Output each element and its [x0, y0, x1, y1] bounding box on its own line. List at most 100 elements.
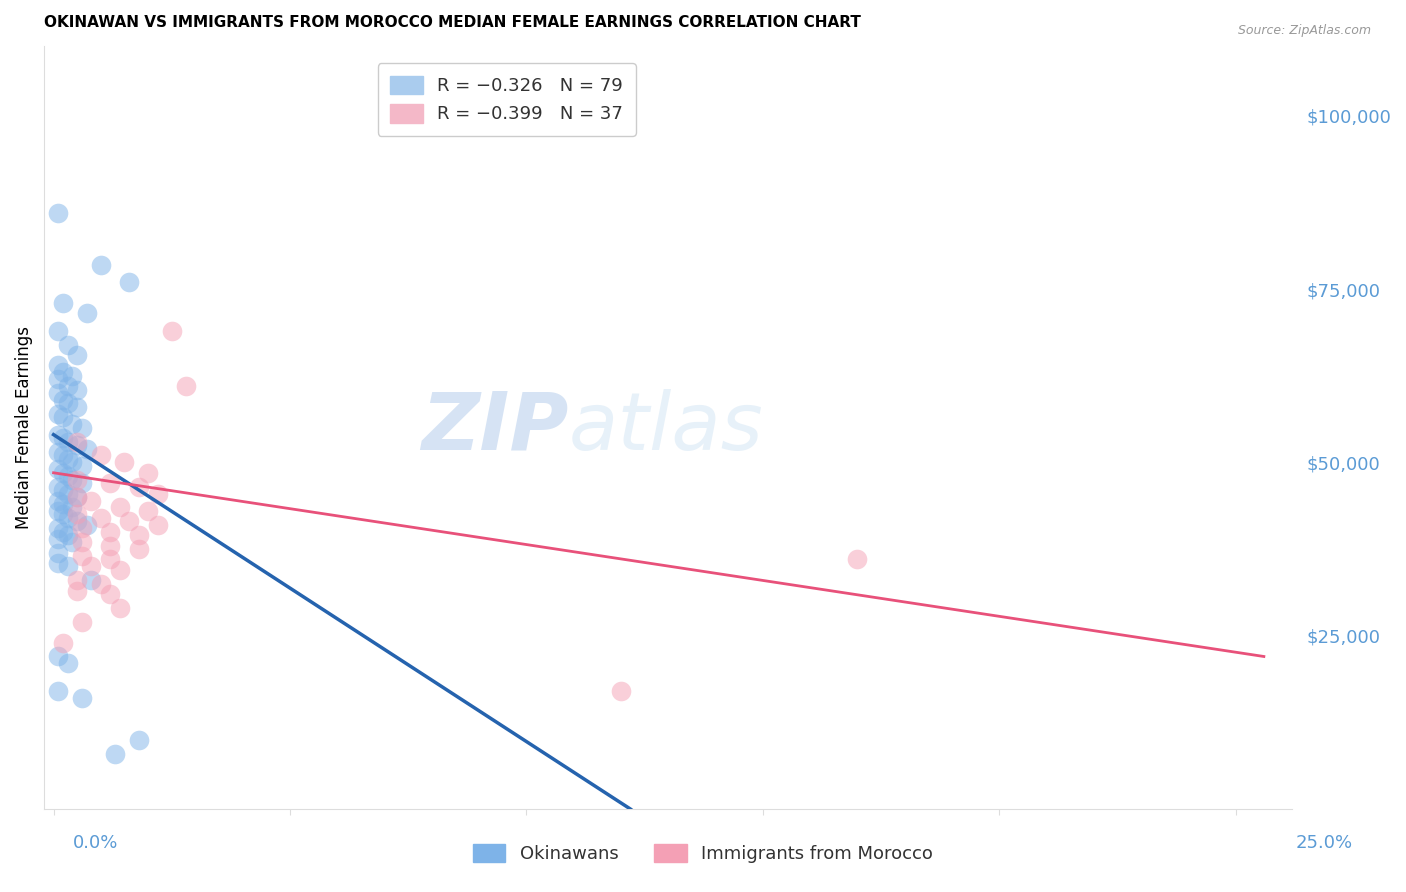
Point [114, 455, 136, 469]
Point [66, 490, 89, 504]
Point [90, 258, 112, 272]
Point [46, 372, 69, 386]
Point [56, 379, 79, 393]
Point [118, 514, 141, 528]
Point [128, 732, 150, 747]
Point [90, 449, 112, 463]
Point [66, 473, 89, 487]
Point [56, 337, 79, 351]
Point [128, 542, 150, 557]
Point [108, 601, 131, 615]
Point [108, 563, 131, 577]
Point [46, 386, 69, 401]
Point [136, 504, 159, 518]
Text: ZIP: ZIP [420, 389, 568, 467]
Point [62, 417, 84, 432]
Point [46, 427, 69, 442]
Point [66, 438, 89, 452]
Text: atlas: atlas [568, 389, 763, 467]
Point [56, 451, 79, 466]
Point [66, 508, 89, 522]
Point [46, 462, 69, 476]
Point [52, 410, 75, 425]
Point [56, 469, 79, 483]
Point [66, 348, 89, 362]
Point [610, 684, 633, 698]
Point [146, 517, 169, 532]
Point [46, 556, 69, 570]
Point [70, 521, 93, 535]
Point [52, 508, 75, 522]
Point [128, 480, 150, 494]
Point [118, 275, 141, 289]
Point [62, 473, 84, 487]
Point [52, 524, 75, 539]
Point [66, 583, 89, 598]
Point [46, 493, 69, 508]
Point [108, 500, 131, 515]
Point [98, 552, 121, 566]
Point [98, 539, 121, 553]
Point [56, 511, 79, 525]
Point [70, 421, 93, 435]
Point [56, 559, 79, 574]
Point [46, 649, 69, 664]
Point [52, 431, 75, 445]
Point [90, 511, 112, 525]
Legend: R = −0.326   N = 79, R = −0.399   N = 37: R = −0.326 N = 79, R = −0.399 N = 37 [378, 63, 636, 136]
Text: 0.0%: 0.0% [73, 834, 118, 852]
Point [62, 455, 84, 469]
Point [76, 306, 98, 320]
Point [46, 532, 69, 546]
Point [70, 535, 93, 549]
Point [70, 549, 93, 563]
Point [66, 434, 89, 449]
Point [62, 500, 84, 515]
Point [66, 514, 89, 528]
Point [174, 379, 197, 393]
Point [160, 324, 183, 338]
Point [56, 396, 79, 410]
Point [70, 691, 93, 706]
Point [66, 573, 89, 587]
Point [98, 476, 121, 491]
Point [46, 684, 69, 698]
Point [136, 466, 159, 480]
Point [80, 573, 103, 587]
Point [56, 528, 79, 542]
Point [46, 480, 69, 494]
Y-axis label: Median Female Earnings: Median Female Earnings [15, 326, 32, 529]
Point [66, 383, 89, 397]
Point [52, 635, 75, 649]
Point [52, 483, 75, 497]
Point [56, 657, 79, 671]
Point [46, 206, 69, 220]
Point [62, 535, 84, 549]
Point [46, 521, 69, 535]
Point [104, 747, 127, 761]
Point [80, 493, 103, 508]
Point [46, 545, 69, 559]
Point [66, 490, 89, 504]
Point [846, 552, 869, 566]
Point [46, 359, 69, 373]
Point [46, 324, 69, 338]
Point [62, 368, 84, 383]
Point [56, 486, 79, 500]
Point [98, 587, 121, 601]
Point [66, 400, 89, 414]
Text: Source: ZipAtlas.com: Source: ZipAtlas.com [1237, 24, 1371, 37]
Point [52, 296, 75, 310]
Point [46, 445, 69, 459]
Text: 25.0%: 25.0% [1296, 834, 1353, 852]
Point [70, 476, 93, 491]
Point [46, 407, 69, 421]
Legend: Okinawans, Immigrants from Morocco: Okinawans, Immigrants from Morocco [461, 833, 945, 874]
Point [46, 504, 69, 518]
Point [52, 466, 75, 480]
Point [98, 524, 121, 539]
Point [70, 458, 93, 473]
Point [56, 434, 79, 449]
Point [76, 517, 98, 532]
Point [76, 442, 98, 456]
